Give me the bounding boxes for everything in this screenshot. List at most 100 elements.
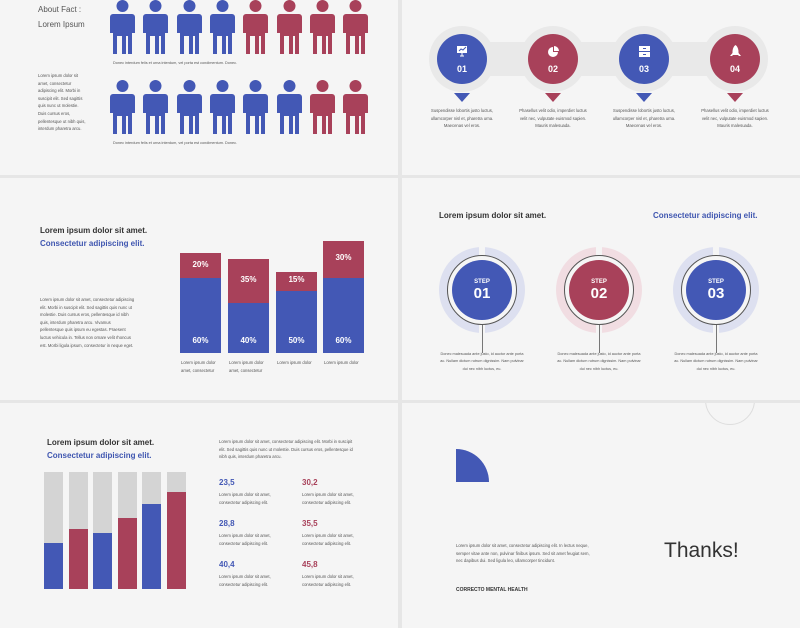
bar-segment-red: 15% (276, 271, 317, 291)
step-circle[interactable]: STEP 03 (686, 260, 746, 320)
stat-description: Lorem ipsum dolor sit amet, consectetur … (219, 574, 271, 587)
quarter-circle-decoration (456, 449, 489, 482)
bar-data-label: 40% (240, 336, 257, 345)
slide1-title: About Fact : (38, 5, 82, 14)
triangle-pointer-icon (636, 93, 652, 102)
person-icon (243, 0, 269, 54)
connector-line (599, 325, 600, 353)
step-description: Suspendisse lobortis justo luctus, ullam… (612, 108, 676, 129)
step-description: Donec malesuada ante justo, id auctor an… (557, 352, 641, 371)
slide4-subtitle: Consectetur adipiscing elit. (653, 211, 758, 220)
person-icon (110, 80, 135, 134)
stat-description: Lorem ipsum dolor sit amet, consectetur … (302, 574, 354, 587)
bar-segment-red: 30% (323, 240, 364, 278)
slide3-title: Lorem ipsum dolor sit amet. (40, 226, 148, 235)
stat-value: 45,8 (302, 560, 318, 569)
bar-data-label: 15% (288, 275, 305, 285)
stat-description: Lorem ipsum dolor sit amet, consectetur … (219, 533, 271, 546)
step-description: Phasellus velit odio, imperdiet luctus v… (519, 108, 587, 129)
step-label: STEP (708, 278, 724, 285)
person-icon (276, 80, 302, 134)
step-description: Donec malesuada ante justo, id auctor an… (440, 352, 524, 371)
bar-fill (44, 543, 63, 589)
brand-name: CORRECTO MENTAL HEALTH (456, 587, 528, 593)
bar-segment-red: 35% (228, 259, 269, 303)
step-label: STEP (474, 278, 490, 285)
person-icon (309, 0, 335, 54)
step-description: Donec malesuada ante justo, id auctor an… (674, 352, 758, 371)
bar-fill (167, 491, 186, 589)
slide-three-steps[interactable]: Lorem ipsum dolor sit amet. Consectetur … (402, 178, 800, 400)
bar-fill (117, 517, 137, 589)
bar-data-label: 30% (335, 253, 352, 263)
step-number: 01 (456, 64, 467, 74)
filing-cabinet-icon (638, 44, 650, 62)
step-circle[interactable]: STEP 02 (569, 260, 629, 320)
step-label: STEP (591, 278, 607, 285)
step-number: 04 (729, 64, 740, 74)
stat-value: 35,5 (302, 519, 318, 528)
bar-category-label: Lorem ipsum dolor amet, consectetur (229, 360, 264, 373)
slide6-paragraph: Lorem ipsum dolor sit amet, consectetur … (456, 543, 590, 564)
person-icon (243, 80, 269, 134)
pie-chart-icon (547, 44, 559, 62)
bar-category-label: Lorem ipsum dolor (277, 360, 312, 365)
stat-value: 30,2 (302, 478, 318, 487)
bar-data-label: 20% (192, 259, 209, 269)
person-icon (209, 80, 235, 134)
slide-stacked-bars[interactable]: Lorem ipsum dolor sit amet. Consectetur … (0, 178, 398, 400)
rocket-icon (729, 44, 741, 62)
bar-data-label: 60% (192, 336, 209, 345)
step-description: Phasellus velit odio, imperdiet luctus v… (701, 108, 769, 129)
person-icon (143, 80, 169, 134)
stat-description: Lorem ipsum dolor sit amet, consectetur … (219, 492, 271, 505)
step-circle[interactable]: STEP 01 (452, 260, 512, 320)
triangle-pointer-icon (454, 93, 470, 102)
slide-progress-bars[interactable]: Lorem ipsum dolor sit amet. Consectetur … (0, 403, 398, 628)
outline-circle-decoration (705, 403, 755, 425)
slide5-paragraph: Lorem ipsum dolor sit amet, consectetur … (219, 439, 353, 460)
slide4-title: Lorem ipsum dolor sit amet. (439, 211, 547, 220)
slide3-subtitle: Consectetur adipiscing elit. (40, 239, 145, 248)
person-icon (309, 80, 335, 134)
person-icon (343, 80, 369, 134)
stat-value: 40,4 (219, 560, 235, 569)
step-circle[interactable]: 01 (437, 34, 487, 84)
bar-fill (93, 532, 113, 589)
triangle-pointer-icon (727, 93, 743, 102)
person-icon (176, 80, 202, 134)
bar-data-label: 60% (335, 336, 352, 345)
triangle-pointer-icon (545, 93, 561, 102)
connector-band (462, 42, 742, 76)
step-description: Suspendisse lobortis justo luctus, ullam… (430, 108, 494, 129)
slide5-title: Lorem ipsum dolor sit amet. (47, 438, 155, 447)
row1-caption: Donec interdum felis et urna interdum, v… (113, 61, 238, 65)
thanks-heading: Thanks! (664, 539, 739, 562)
stat-description: Lorem ipsum dolor sit amet, consectetur … (302, 492, 354, 505)
stat-value: 23,5 (219, 478, 235, 487)
person-icon (209, 0, 235, 54)
bar-segment-red: 20% (180, 253, 221, 278)
bar-data-label: 35% (240, 275, 257, 285)
bar-category-label: Lorem ipsum dolor amet, consectetur (181, 360, 216, 373)
stat-description: Lorem ipsum dolor sit amet, consectetur … (302, 533, 354, 546)
person-icon (176, 0, 202, 54)
bar-data-label: 50% (288, 336, 305, 345)
row2-caption: Donec interdum felis et urna interdum, v… (113, 141, 238, 145)
step-number: 01 (473, 284, 491, 302)
stat-value: 28,8 (219, 519, 235, 528)
connector-line (716, 325, 717, 353)
slide5-subtitle: Consectetur adipiscing elit. (47, 451, 152, 460)
step-circle[interactable]: 02 (528, 34, 578, 84)
slide-thanks[interactable]: Lorem ipsum dolor sit amet, consectetur … (402, 403, 800, 628)
slide1-subtitle: Lorem Ipsum (38, 20, 85, 29)
step-number: 02 (590, 284, 608, 302)
slide-people-facts[interactable]: About Fact : Lorem Ipsum Lorem ipsum dol… (0, 0, 398, 175)
slide-four-steps[interactable]: 01 Suspendisse lobortis justo luctus, ull… (402, 0, 800, 175)
step-circle[interactable]: 04 (710, 34, 760, 84)
bar-fill (68, 529, 88, 589)
person-icon (343, 0, 369, 54)
step-circle[interactable]: 03 (619, 34, 669, 84)
person-icon (110, 0, 135, 54)
presentation-chart-icon (456, 44, 468, 62)
